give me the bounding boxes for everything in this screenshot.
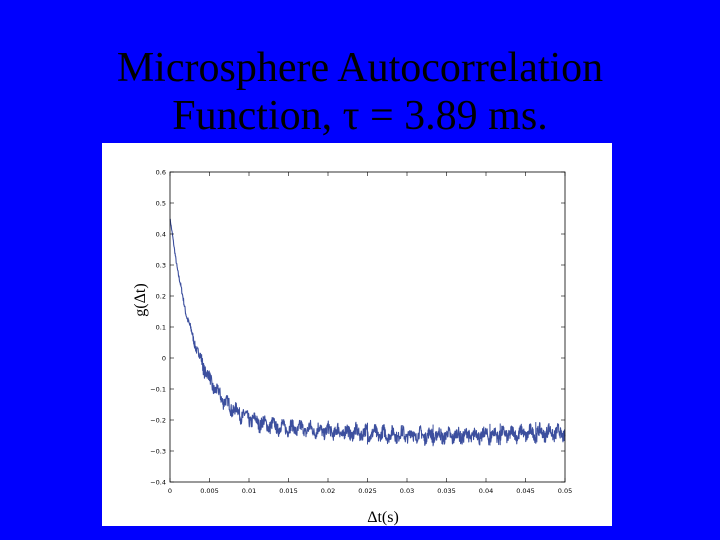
- y-tick-label: 0: [162, 354, 166, 362]
- y-tick-label: −0.4: [150, 478, 166, 486]
- y-tick-label: 0.4: [156, 230, 166, 238]
- x-tick-label: 0.05: [558, 487, 572, 495]
- x-tick-label: 0.045: [516, 487, 535, 495]
- x-tick-label: 0.01: [242, 487, 256, 495]
- x-tick-label: 0: [168, 487, 172, 495]
- y-tick-label: −0.2: [150, 416, 166, 424]
- x-tick-label: 0.04: [479, 487, 493, 495]
- y-tick-label: 0.2: [156, 292, 166, 300]
- y-tick-label: 0.3: [156, 261, 166, 269]
- slide-title-line-1: Microsphere Autocorrelation: [116, 45, 604, 91]
- autocorrelation-figure: 0 0.005 0.01 0.015 0.02 0.025 0.03 0.035 0.04 0.0…: [102, 143, 612, 526]
- x-tick-label: 0.005: [200, 487, 219, 495]
- y-tick-label: −0.3: [150, 447, 166, 455]
- x-tick-label: 0.025: [358, 487, 377, 495]
- autocorrelation-chart: 0 0.005 0.01 0.015 0.02 0.025 0.03 0.035 0.04 0.0…: [132, 168, 572, 526]
- y-tick-label: 0.6: [156, 168, 166, 176]
- y-axis-label: g(Δt): [132, 283, 149, 316]
- x-axis-label: Δt(s): [367, 509, 399, 526]
- slide-title-line-2: Function, τ = 3.89 ms.: [172, 93, 548, 139]
- x-tick-label: 0.02: [321, 487, 335, 495]
- y-tick-label: −0.1: [150, 385, 166, 393]
- y-tick-label: 0.5: [156, 199, 166, 207]
- y-tick-label: 0.1: [156, 323, 166, 331]
- x-tick-label: 0.035: [437, 487, 456, 495]
- x-tick-label: 0.03: [400, 487, 414, 495]
- series-line: [169, 218, 566, 446]
- x-tick-label: 0.015: [279, 487, 298, 495]
- slide-title: Microsphere Autocorrelation Function, τ …: [0, 44, 720, 140]
